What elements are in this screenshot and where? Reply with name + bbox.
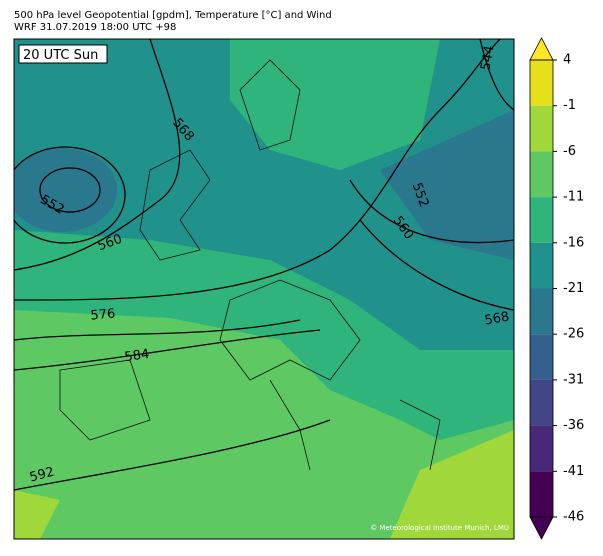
- contour-label: 568: [483, 309, 510, 328]
- colorbar-band: [530, 105, 553, 152]
- colorbar-band: [530, 242, 553, 289]
- colorbar-tick-label: -6: [563, 144, 576, 159]
- colorbar-tick-label: -1: [563, 98, 576, 113]
- colorbar-tick-label: -41: [563, 464, 584, 479]
- time-label: 20 UTC Sun: [23, 48, 98, 63]
- subtitle: WRF 31.07.2019 18:00 UTC +98: [14, 22, 176, 33]
- colorbar-band: [530, 288, 553, 335]
- colorbar-tick-label: -36: [563, 418, 584, 433]
- colorbar-tick-label: -46: [563, 510, 584, 525]
- colorbar-band: [530, 379, 553, 426]
- time-box: [18, 44, 108, 64]
- colorbar-band: [530, 425, 553, 472]
- contour-label: 584: [124, 347, 151, 365]
- contour-label: 544: [478, 44, 497, 71]
- colorbar-band: [530, 151, 553, 198]
- colorbar-under: [529, 516, 554, 540]
- credit: © Meteorological Institute Munich, LMU: [370, 524, 509, 532]
- colorbar-tick-label: -21: [563, 281, 584, 296]
- colorbar-tick-label: -16: [563, 235, 584, 250]
- colorbar-tick-label: -11: [563, 190, 584, 205]
- colorbar-tick-label: -26: [563, 327, 584, 342]
- colorbar-band: [530, 60, 553, 106]
- title: 500 hPa level Geopotential [gpdm], Tempe…: [14, 10, 332, 21]
- colorbar-band: [530, 197, 553, 243]
- colorbar-band: [530, 471, 553, 517]
- colorbar-tick-label: 4: [563, 53, 571, 68]
- map-frame: [13, 38, 515, 540]
- contour-label: 592: [28, 465, 56, 486]
- colorbar-over: [529, 37, 554, 61]
- contour-label: 576: [90, 306, 116, 323]
- map-field: [14, 39, 514, 539]
- colorbar-tick-label: -31: [563, 372, 584, 387]
- colorbar-band: [530, 334, 553, 380]
